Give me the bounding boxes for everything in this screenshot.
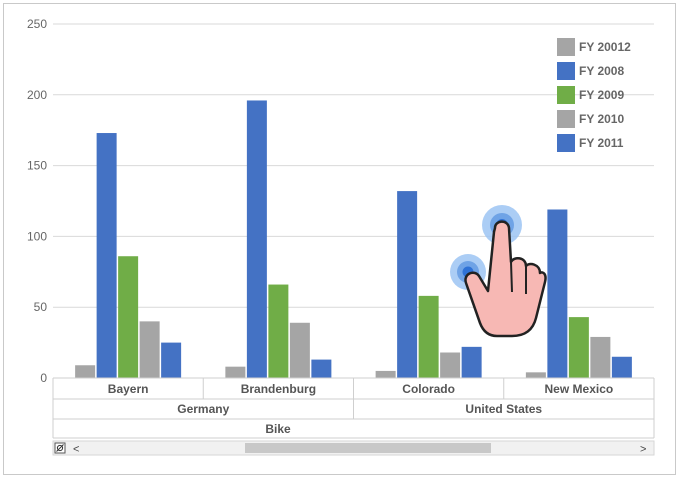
legend[interactable]: FY 20012 FY 2008 FY 2009 FY 2010 FY 2011 (557, 38, 631, 152)
bar[interactable] (75, 365, 96, 378)
bar[interactable] (397, 191, 418, 378)
x-top-label: Bike (265, 422, 291, 436)
y-tick-label: 150 (27, 159, 47, 173)
legend-label[interactable]: FY 20012 (579, 40, 631, 54)
legend-item[interactable]: FY 2011 (557, 134, 624, 152)
x-group-label: United States (465, 402, 542, 416)
y-tick-label: 250 (27, 17, 47, 31)
legend-item[interactable]: FY 2008 (557, 62, 624, 80)
bar[interactable] (611, 356, 632, 378)
bar[interactable] (418, 295, 439, 378)
bar[interactable] (225, 366, 246, 378)
legend-item[interactable]: FY 20012 (557, 38, 631, 56)
scroll-right-arrow[interactable]: > (640, 444, 646, 456)
y-tick-label: 0 (40, 371, 47, 385)
scrollbar-thumb[interactable] (245, 443, 491, 453)
bar[interactable] (96, 133, 117, 378)
x-category-label: Brandenburg (241, 382, 316, 396)
bars (75, 100, 632, 379)
x-category-label: New Mexico (545, 382, 614, 396)
bar[interactable] (440, 352, 461, 378)
x-axis-table: Bayern Brandenburg Colorado New Mexico Germa… (52, 377, 655, 439)
bar[interactable] (311, 359, 332, 378)
bar[interactable] (547, 209, 568, 378)
bar[interactable] (246, 100, 267, 379)
legend-swatch[interactable] (557, 62, 575, 80)
legend-swatch[interactable] (557, 38, 575, 56)
legend-label[interactable]: FY 2010 (579, 112, 624, 126)
legend-label[interactable]: FY 2008 (579, 64, 624, 78)
horizontal-scrollbar[interactable]: < > (52, 440, 655, 456)
y-tick-label: 200 (27, 88, 47, 102)
bar[interactable] (139, 321, 160, 378)
scroll-left-arrow[interactable]: < (73, 444, 79, 456)
bar[interactable] (161, 342, 182, 378)
bar[interactable] (268, 284, 289, 378)
legend-label[interactable]: FY 2009 (579, 88, 624, 102)
bar[interactable] (590, 336, 611, 378)
y-tick-label: 100 (27, 229, 47, 243)
y-tick-label: 50 (34, 300, 48, 314)
bar[interactable] (375, 370, 396, 378)
legend-item[interactable]: FY 2010 (557, 110, 624, 128)
x-group-label: Germany (177, 402, 229, 416)
bar[interactable] (289, 322, 310, 378)
legend-swatch[interactable] (557, 110, 575, 128)
bar[interactable] (461, 346, 482, 378)
x-category-label: Colorado (402, 382, 455, 396)
legend-swatch[interactable] (557, 86, 575, 104)
bar[interactable] (118, 256, 139, 378)
x-category-label: Bayern (108, 382, 149, 396)
legend-swatch[interactable] (557, 134, 575, 152)
y-axis: 0 50 100 150 200 250 (27, 17, 47, 385)
zoom-reset-icon[interactable] (54, 442, 66, 454)
touch-hand-icon (450, 205, 547, 338)
legend-label[interactable]: FY 2011 (579, 136, 624, 150)
bar[interactable] (568, 317, 589, 378)
bar[interactable] (525, 372, 546, 378)
legend-item[interactable]: FY 2009 (557, 86, 624, 104)
